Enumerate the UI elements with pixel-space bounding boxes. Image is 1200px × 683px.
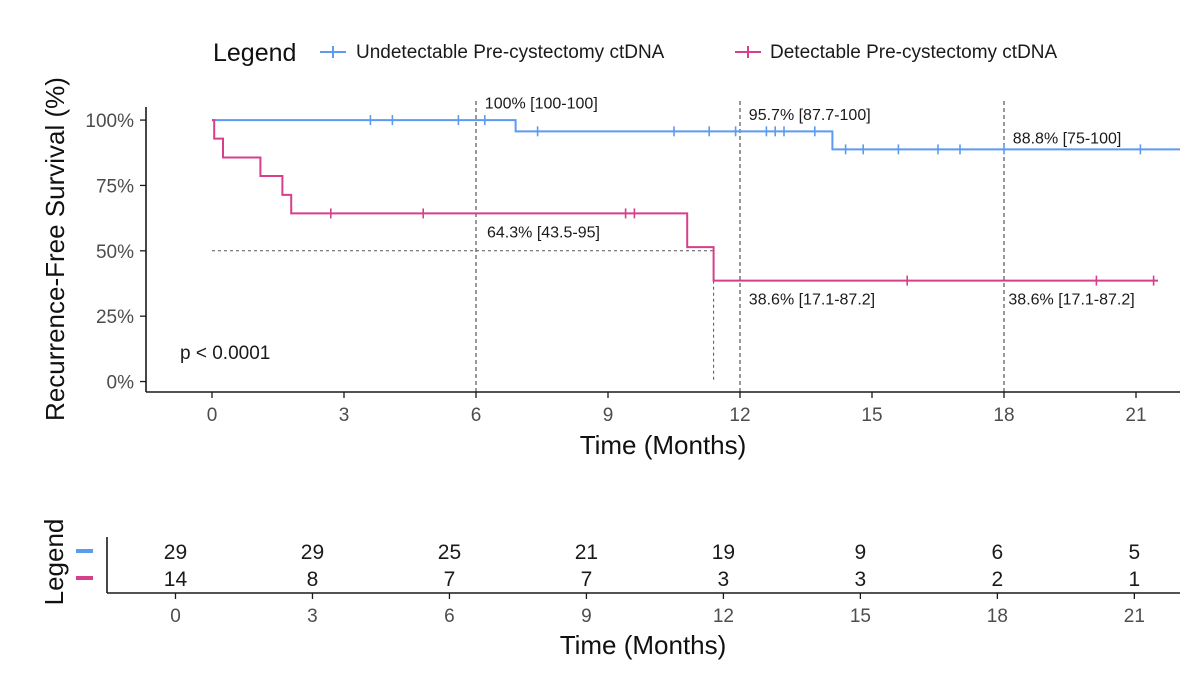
risk-count-detectable: 8	[307, 568, 319, 591]
legend-item-undetectable: Undetectable Pre-cystectomy ctDNA	[320, 42, 665, 63]
risk-count-detectable: 7	[581, 568, 593, 591]
y-tick-label: 0%	[107, 373, 135, 394]
risk-x-tick-label: 12	[713, 606, 734, 627]
y-tick-label: 75%	[96, 176, 134, 197]
legend-label-detectable: Detectable Pre-cystectomy ctDNA	[770, 42, 1058, 63]
survival-curve-detectable	[212, 119, 1158, 282]
legend-title: Legend	[213, 39, 296, 67]
x-tick-label: 18	[993, 405, 1014, 426]
risk-count-detectable: 1	[1128, 568, 1140, 591]
risk-count-undetectable: 29	[301, 541, 324, 564]
survival-plot: 100% [100-100] 95.7% [87.7-100] 88.8% [75-…	[40, 77, 1180, 460]
risk-x-tick-label: 21	[1124, 606, 1145, 627]
x-axis-title: Time (Months)	[580, 430, 747, 460]
risk-count-undetectable: 21	[575, 541, 598, 564]
risk-table-x-ticks: 0 3 6 9 12 15 18 21	[170, 593, 1145, 627]
risk-count-undetectable: 5	[1128, 541, 1140, 564]
risk-count-undetectable: 6	[992, 541, 1004, 564]
y-axis-ticks: 0% 25% 50% 75% 100%	[85, 111, 146, 394]
risk-table: 29 29 25 21 19 9 6 514 8 7 7 3 3 2 1 0 3 6 9 12 15 18 21 Lege…	[39, 519, 1180, 660]
survival-estimate-annotation: 64.3% [43.5-95]	[487, 225, 600, 242]
risk-count-undetectable: 29	[164, 541, 187, 564]
legend-label-undetectable: Undetectable Pre-cystectomy ctDNA	[356, 42, 665, 63]
survival-curves	[212, 115, 1180, 286]
survival-estimate-annotation: 88.8% [75-100]	[1013, 131, 1122, 148]
risk-count-undetectable: 9	[855, 541, 867, 564]
x-tick-label: 9	[603, 405, 614, 426]
survival-estimate-annotation: 100% [100-100]	[485, 95, 598, 112]
risk-table-x-title: Time (Months)	[560, 630, 727, 660]
risk-count-detectable: 3	[718, 568, 730, 591]
risk-x-tick-label: 15	[850, 606, 871, 627]
x-tick-label: 21	[1125, 405, 1146, 426]
risk-count-detectable: 14	[164, 568, 188, 591]
y-tick-label: 50%	[96, 242, 134, 263]
y-tick-label: 100%	[85, 111, 134, 132]
survival-estimate-annotation: 38.6% [17.1-87.2]	[1008, 291, 1134, 308]
risk-count-undetectable: 19	[712, 541, 735, 564]
survival-estimate-annotation: 38.6% [17.1-87.2]	[749, 291, 875, 308]
p-value: p < 0.0001	[180, 343, 270, 364]
risk-count-detectable: 7	[444, 568, 456, 591]
risk-x-tick-label: 18	[987, 606, 1008, 627]
reference-lines	[212, 101, 1005, 392]
risk-count-undetectable: 25	[438, 541, 461, 564]
legend: Legend Undetectable Pre-cystectomy ctDNA…	[213, 39, 1058, 67]
y-tick-label: 25%	[96, 307, 134, 328]
risk-count-detectable: 3	[855, 568, 867, 591]
survival-annotations: 100% [100-100] 95.7% [87.7-100] 88.8% [75-…	[485, 95, 1135, 308]
risk-x-tick-label: 6	[444, 606, 455, 627]
x-tick-label: 3	[339, 405, 350, 426]
risk-table-y-title: Legend	[39, 519, 69, 606]
x-tick-label: 6	[471, 405, 482, 426]
risk-x-tick-label: 9	[581, 606, 592, 627]
risk-table-counts: 29 29 25 21 19 9 6 514 8 7 7 3 3 2 1	[164, 541, 1140, 591]
legend-item-detectable: Detectable Pre-cystectomy ctDNA	[735, 42, 1058, 63]
risk-x-tick-label: 3	[307, 606, 318, 627]
risk-x-tick-label: 0	[170, 606, 181, 627]
survival-estimate-annotation: 95.7% [87.7-100]	[749, 107, 871, 124]
x-tick-label: 0	[207, 405, 218, 426]
y-axis-title: Recurrence-Free Survival (%)	[40, 77, 70, 421]
x-tick-label: 15	[861, 405, 882, 426]
risk-count-detectable: 2	[992, 568, 1004, 591]
x-tick-label: 12	[729, 405, 750, 426]
x-axis-ticks: 0 3 6 9 12 15 18 21	[207, 392, 1147, 426]
